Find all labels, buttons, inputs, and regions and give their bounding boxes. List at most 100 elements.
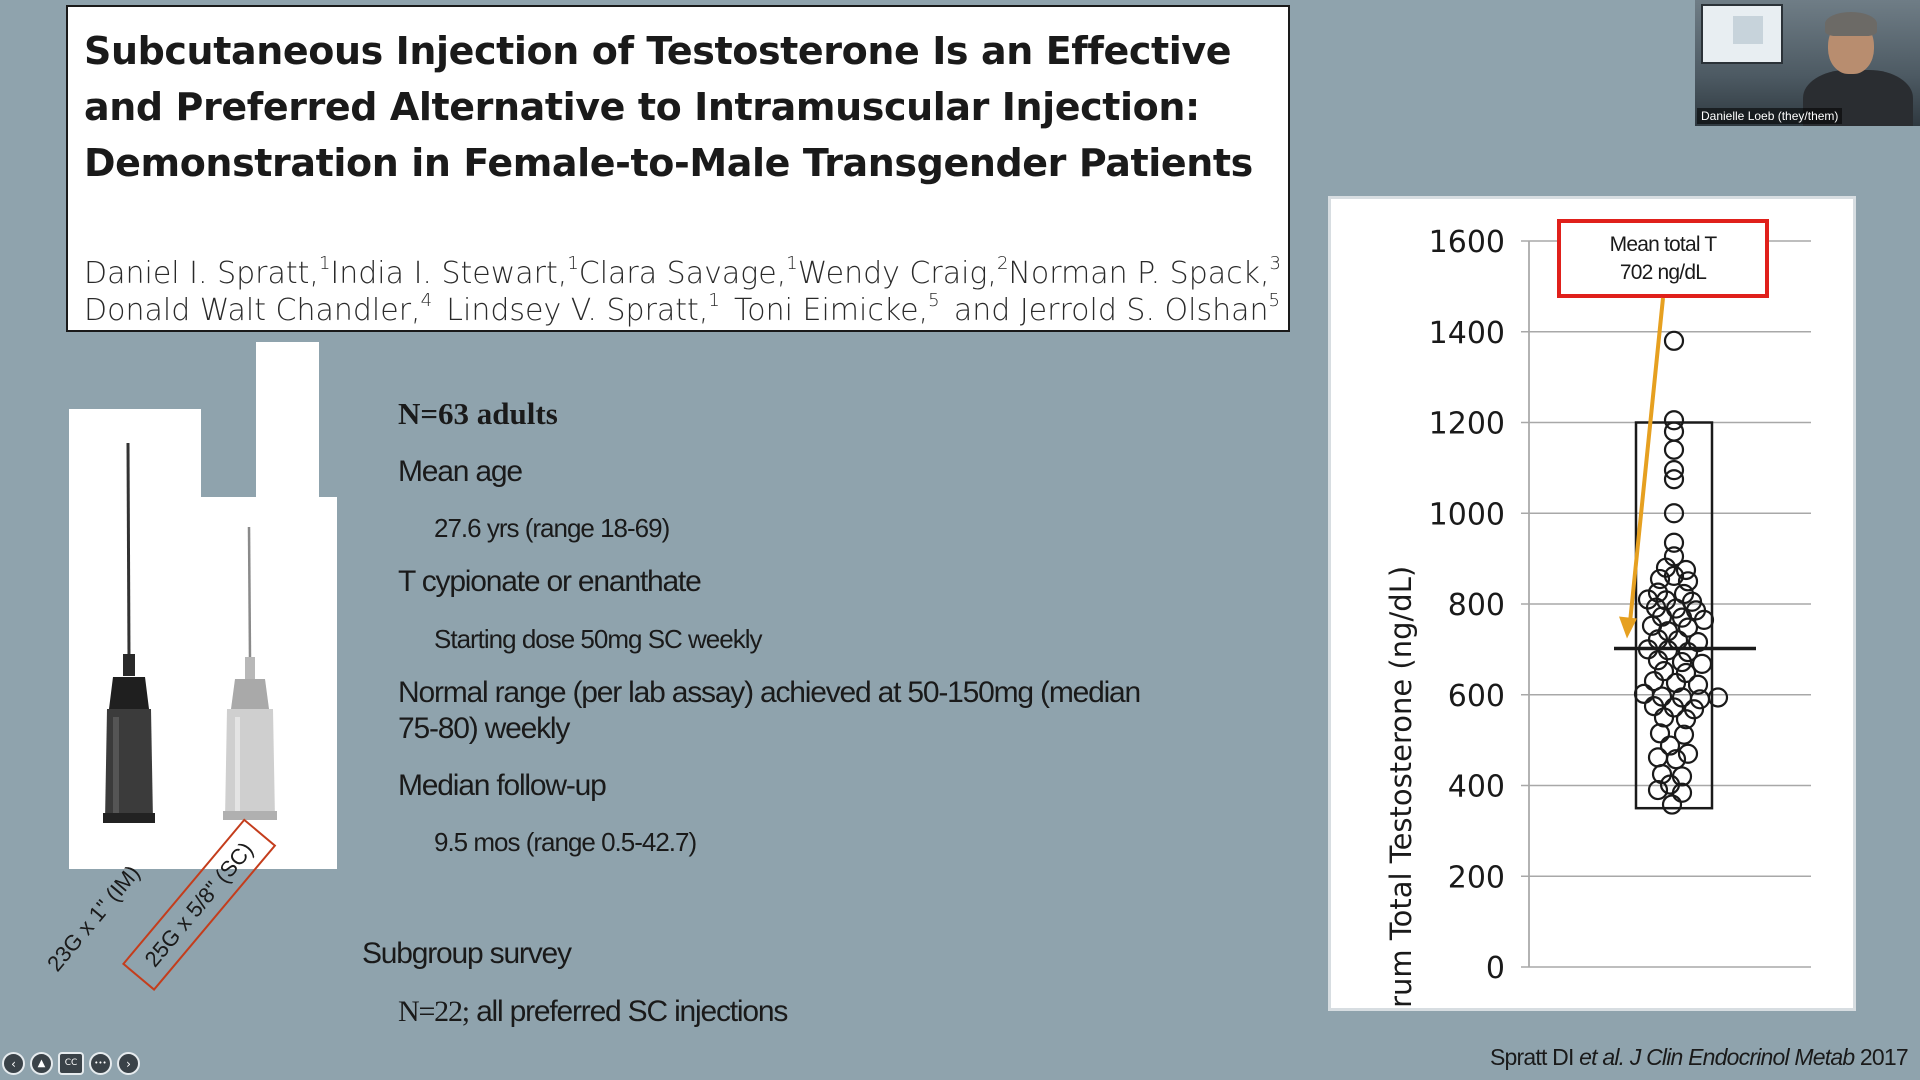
needles-photo (103, 442, 277, 823)
chart-data-point (1671, 651, 1693, 673)
chart-tick-label: 1400 (1429, 316, 1505, 351)
more-options-icon[interactable]: ••• (89, 1052, 112, 1075)
chart-tick-label: 0 (1486, 951, 1505, 986)
chart-tick-label: 200 (1448, 860, 1505, 895)
testosterone-chart: 0 200 400 600 800 1000 1200 1400 1600 Mean total… (1384, 219, 1811, 1008)
chart-data-point (1691, 653, 1713, 674)
chart-data-point (1663, 421, 1685, 442)
chart-data-point (1649, 568, 1671, 590)
chart-data-point (1643, 695, 1665, 717)
paper-title: Subcutaneous Injection of Testosterone I… (84, 23, 1284, 191)
n-adults: N=63 adults (398, 396, 558, 431)
next-slide-icon[interactable]: › (117, 1052, 140, 1075)
chart-annotation-box (1557, 219, 1769, 298)
citation-journal: J Clin Endocrinol Metab (1624, 1044, 1855, 1070)
author: Norman P. Spack,3 (1008, 253, 1281, 292)
followup-label: Median follow-up (398, 769, 607, 802)
chart-data-point (1649, 723, 1671, 744)
chart-data-point (1677, 641, 1699, 663)
authors-line-2: Donald Walt Chandler,4 Lindsey V. Spratt… (84, 292, 1280, 329)
author: Lindsey V. Spratt,1 (446, 290, 720, 329)
chart-data-point (1659, 735, 1681, 756)
chart-data-point (1661, 794, 1683, 815)
chart-data-point (1663, 532, 1685, 553)
mean-age-value: 27.6 yrs (range 18-69) (434, 513, 670, 543)
chart-tick-label: 800 (1448, 588, 1505, 623)
chart-data-point (1647, 650, 1669, 671)
chart-data-point (1677, 743, 1699, 764)
chart-panel: 0 200 400 600 800 1000 1200 1400 1600 Mean total… (1328, 196, 1856, 1011)
chart-tick-label: 1200 (1429, 407, 1505, 442)
paper-title-line: Demonstration in Female-to-Male Transgen… (84, 141, 1253, 185)
chart-data-point (1663, 330, 1685, 351)
author: Wendy Craig,2 (797, 253, 1009, 292)
chart-data-point (1707, 687, 1729, 708)
chart-data-point (1663, 439, 1685, 460)
chart-data-point (1677, 617, 1699, 638)
chart-data-point (1675, 559, 1697, 581)
author: Donald Walt Chandler,4 (84, 290, 433, 329)
subgroup-label: Subgroup survey (362, 937, 572, 970)
chart-data-point (1665, 749, 1687, 770)
chart-y-axis-label: Serum Total Testosterone (ng/dL) (1384, 566, 1418, 1008)
captions-icon[interactable]: CC (58, 1052, 84, 1075)
chart-data-point (1671, 782, 1693, 803)
chart-data-point (1673, 724, 1695, 745)
sc-needle-icon (223, 526, 277, 820)
webcam-background-screen (1701, 4, 1783, 64)
subgroup-n: N=22; (398, 995, 470, 1028)
chart-data-point (1663, 469, 1685, 490)
webcam-tile[interactable]: Danielle Loeb (they/them) (1695, 0, 1920, 126)
author: Daniel I. Spratt,1 (84, 253, 331, 292)
paper-authors: Daniel I. Spratt,1 India I. Stewart,1 Cl… (84, 253, 1281, 329)
chart-annotation-line2: 702 ng/dL (1620, 261, 1706, 284)
presentation-controls: ‹ ▲ CC ••• › (2, 1052, 140, 1075)
authors-line-1: Daniel I. Spratt,1 India I. Stewart,1 Cl… (84, 253, 1281, 292)
chart-data-point (1643, 671, 1665, 692)
chart-annotation-line1: Mean total T (1610, 233, 1718, 256)
citation-authors: Spratt DI (1490, 1044, 1580, 1070)
chart-data-point (1663, 410, 1685, 431)
followup-value: 9.5 mos (range 0.5-42.7) (434, 827, 697, 857)
chart-data-point (1663, 503, 1685, 524)
chart-data-point (1693, 609, 1715, 630)
chart-data-point (1663, 565, 1685, 586)
author: Toni Eimicke,5 (734, 290, 940, 329)
paper-title-line: Subcutaneous Injection of Testosterone I… (84, 29, 1232, 73)
chart-data-point (1671, 607, 1693, 628)
chart-data-point (1633, 683, 1655, 704)
citation-etal: et al. (1579, 1044, 1625, 1070)
subgroup-line: N=22; all preferred SC injections (398, 995, 788, 1029)
chart-tick-label: 600 (1448, 679, 1505, 714)
paper-title-line: and Preferred Alternative to Intramuscul… (84, 85, 1200, 129)
im-needle-icon (103, 442, 155, 823)
author: and Jerrold S. Olshan5 (953, 290, 1280, 329)
chart-annotation-arrowhead (1619, 616, 1637, 639)
chart-data-point (1663, 460, 1685, 481)
t-type-label: T cypionate or enanthate (398, 565, 702, 598)
chart-tick-label: 1600 (1429, 225, 1505, 260)
mean-age-label: Mean age (398, 455, 523, 488)
chart-data-point (1647, 779, 1669, 801)
chart-tick-label: 1000 (1429, 497, 1505, 532)
chart-data-point (1677, 571, 1699, 592)
author: India I. Stewart,1 (330, 253, 579, 292)
previous-slide-icon[interactable]: ‹ (2, 1052, 25, 1075)
citation-year: 2017 (1854, 1044, 1909, 1070)
normal-range-line1: Normal range (per lab assay) achieved at… (398, 676, 1141, 709)
author: Clara Savage,1 (578, 253, 798, 292)
pointer-icon[interactable]: ▲ (30, 1052, 53, 1075)
citation: Spratt DI et al. J Clin Endocrinol Metab… (1490, 1044, 1909, 1071)
webcam-name-label: Danielle Loeb (they/them) (1697, 108, 1843, 124)
chart-data-point (1687, 674, 1709, 695)
chart-data-point (1675, 709, 1697, 730)
chart-annotation-arrow (1628, 297, 1665, 623)
needle-photo-bg (256, 342, 319, 502)
starting-dose: Starting dose 50mg SC weekly (434, 624, 763, 654)
chart-data-point (1647, 747, 1669, 768)
paper-header: Subcutaneous Injection of Testosterone I… (66, 5, 1290, 332)
chart-tick-label: 400 (1448, 770, 1505, 805)
webcam-person-hair (1825, 12, 1877, 36)
normal-range-line2: 75-80) weekly (398, 712, 570, 745)
